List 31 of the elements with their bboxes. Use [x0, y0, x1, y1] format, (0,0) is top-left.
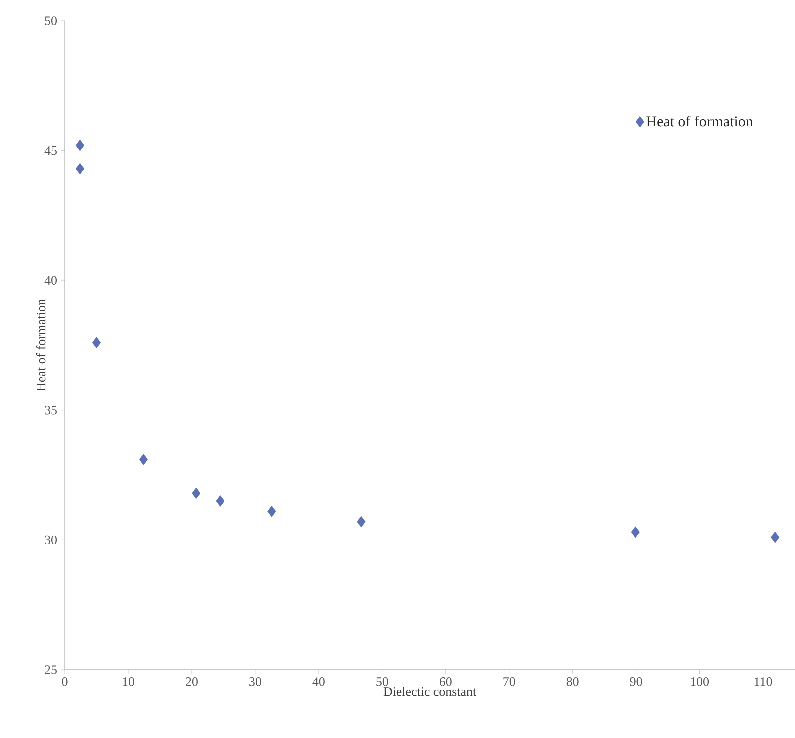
x-tick-label: 60	[440, 678, 452, 686]
point	[139, 454, 148, 466]
point	[76, 140, 85, 152]
point	[76, 163, 85, 175]
y-tick-label: 30	[45, 536, 57, 545]
x-axis-title: Dielectic constant	[384, 687, 476, 696]
point	[631, 526, 640, 538]
point	[92, 337, 102, 349]
y-tick-label: 25	[45, 666, 57, 674]
x-tick-label: 80	[566, 678, 579, 686]
x-tick-label: 100	[691, 678, 710, 686]
y-tick-label: 35	[45, 406, 57, 415]
x-tick-label: 10	[123, 678, 134, 686]
point	[268, 506, 276, 518]
point	[192, 488, 201, 500]
y-tick-label: 50	[45, 16, 57, 26]
x-tick-label: 30	[250, 678, 262, 686]
point	[771, 532, 780, 544]
x-tick-label: 40	[312, 678, 325, 686]
y-tick-label: 40	[44, 276, 57, 285]
x-tick-label: 20	[186, 678, 198, 686]
y-tick-label: 45	[44, 146, 57, 156]
legend-label: Heat of formation	[646, 116, 754, 127]
x-tick-label: 50	[376, 678, 388, 686]
point	[216, 496, 225, 507]
x-tick-label: 0	[62, 678, 68, 686]
x-tick-label: 110	[754, 678, 772, 686]
y-axis-title: Heat of formation	[36, 299, 46, 392]
x-tick-label: 90	[630, 678, 642, 686]
point	[357, 516, 366, 528]
x-tick-label: 70	[504, 678, 516, 686]
